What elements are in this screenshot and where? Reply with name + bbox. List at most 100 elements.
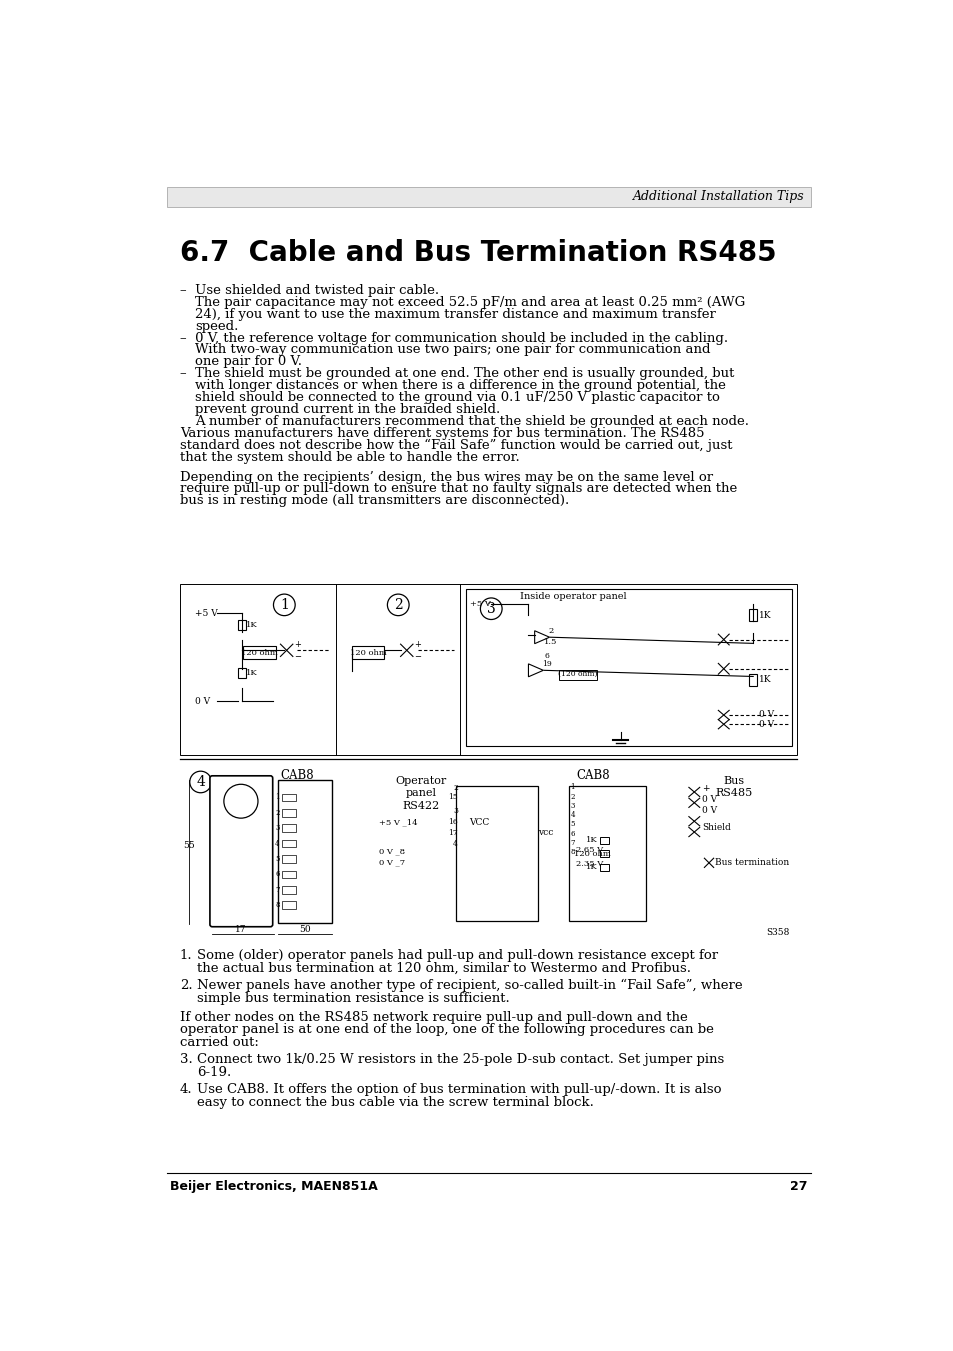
Text: 3: 3	[275, 824, 279, 832]
Text: 1K: 1K	[585, 863, 598, 871]
Text: 19: 19	[541, 661, 552, 669]
Text: that the system should be able to handle the error.: that the system should be able to handle…	[179, 451, 518, 463]
Text: 2.65 V: 2.65 V	[576, 846, 603, 854]
Text: 17: 17	[448, 828, 457, 836]
Text: 2: 2	[274, 809, 279, 817]
Text: 1.: 1.	[179, 948, 193, 962]
Text: Some (older) operator panels had pull-up and pull-down resistance except for: Some (older) operator panels had pull-up…	[196, 948, 717, 962]
Text: +5 V: +5 V	[195, 609, 217, 617]
Bar	[243, 646, 275, 659]
Text: the actual bus termination at 120 ohm, similar to Westermo and Profibus.: the actual bus termination at 120 ohm, s…	[196, 962, 690, 975]
Bar	[237, 620, 245, 631]
Text: prevent ground current in the braided shield.: prevent ground current in the braided sh…	[195, 403, 500, 416]
Text: (120 ohm): (120 ohm)	[558, 670, 598, 678]
Text: Depending on the recipients’ design, the bus wires may be on the same level or: Depending on the recipients’ design, the…	[179, 470, 712, 484]
Bar	[167, 186, 810, 207]
Text: +: +	[701, 785, 709, 793]
Text: −: −	[415, 653, 421, 661]
Text: 3.: 3.	[179, 1054, 193, 1066]
Bar	[352, 646, 384, 659]
Text: VCC: VCC	[469, 819, 489, 827]
Bar	[599, 863, 608, 871]
Text: 8: 8	[274, 901, 279, 909]
Text: 3: 3	[570, 802, 574, 809]
Text: S358: S358	[765, 928, 789, 938]
Text: 5: 5	[570, 820, 575, 828]
Text: 3: 3	[486, 601, 496, 616]
Bar	[748, 609, 757, 621]
Bar	[237, 667, 245, 678]
Bar	[179, 584, 797, 755]
Text: require pull-up or pull-down to ensure that no faulty signals are detected when : require pull-up or pull-down to ensure t…	[179, 482, 736, 496]
Text: 120 ohm: 120 ohm	[573, 850, 610, 858]
Text: 16: 16	[448, 817, 457, 825]
Text: 7: 7	[274, 886, 279, 894]
Text: 120 ohm: 120 ohm	[350, 648, 386, 657]
Text: 120 ohm: 120 ohm	[241, 648, 277, 657]
Bar	[599, 836, 608, 844]
Text: 1K: 1K	[585, 836, 598, 844]
Text: easy to connect the bus cable via the screw terminal block.: easy to connect the bus cable via the sc…	[196, 1096, 593, 1109]
Text: one pair for 0 V.: one pair for 0 V.	[195, 355, 302, 369]
Text: 5: 5	[274, 855, 279, 863]
Text: 1K: 1K	[758, 611, 770, 620]
Text: 4: 4	[196, 775, 205, 789]
Text: −: −	[294, 653, 301, 661]
Text: operator panel is at one end of the loop, one of the following procedures can be: operator panel is at one end of the loop…	[179, 1023, 713, 1036]
Bar	[282, 855, 295, 863]
Text: 6: 6	[570, 830, 575, 838]
Text: Additional Installation Tips: Additional Installation Tips	[632, 190, 803, 203]
Text: 24), if you want to use the maximum transfer distance and maximum transfer: 24), if you want to use the maximum tran…	[195, 308, 716, 320]
Bar	[282, 870, 295, 878]
Text: +: +	[415, 639, 421, 648]
Bar	[282, 793, 295, 801]
Text: 17: 17	[235, 924, 247, 934]
Text: bus is in resting mode (all transmitters are disconnected).: bus is in resting mode (all transmitters…	[179, 494, 568, 508]
Text: carried out:: carried out:	[179, 1036, 258, 1050]
Text: +5 V: +5 V	[469, 600, 490, 608]
Text: 4: 4	[274, 839, 279, 847]
Text: With two-way communication use two pairs; one pair for communication and: With two-way communication use two pairs…	[195, 343, 710, 357]
Text: 2.: 2.	[179, 979, 193, 992]
Text: 27: 27	[789, 1179, 806, 1193]
Text: 0 V: 0 V	[701, 796, 717, 804]
Text: If other nodes on the RS485 network require pull-up and pull-down and the: If other nodes on the RS485 network requ…	[179, 1011, 687, 1024]
Bar	[456, 786, 537, 920]
Text: 55: 55	[183, 840, 194, 850]
Text: 6.7  Cable and Bus Termination RS485: 6.7 Cable and Bus Termination RS485	[179, 239, 776, 267]
Text: 6: 6	[274, 870, 279, 878]
Text: Shield: Shield	[701, 823, 730, 832]
Text: –  0 V, the reference voltage for communication should be included in the cablin: – 0 V, the reference voltage for communi…	[179, 331, 727, 345]
Text: 2: 2	[394, 598, 402, 612]
Text: 0 V _8: 0 V _8	[378, 847, 405, 855]
Text: 1: 1	[279, 598, 289, 612]
Text: CAB8: CAB8	[577, 769, 610, 782]
Bar	[278, 781, 332, 923]
Text: 1K: 1K	[246, 621, 258, 628]
Text: 2: 2	[570, 793, 575, 801]
Text: Connect two 1k/0.25 W resistors in the 25-pole D-sub contact. Set jumper pins: Connect two 1k/0.25 W resistors in the 2…	[196, 1054, 723, 1066]
Text: 2: 2	[548, 627, 553, 635]
Text: 1K: 1K	[246, 669, 258, 677]
Bar	[282, 824, 295, 832]
Text: 3: 3	[453, 808, 457, 815]
FancyBboxPatch shape	[210, 775, 273, 927]
Text: 1: 1	[274, 793, 279, 801]
Text: –  The shield must be grounded at one end. The other end is usually grounded, bu: – The shield must be grounded at one end…	[179, 367, 733, 381]
Text: –  Use shielded and twisted pair cable.: – Use shielded and twisted pair cable.	[179, 284, 438, 297]
Text: 4: 4	[453, 839, 457, 847]
Text: vcc: vcc	[537, 828, 553, 836]
Text: 50: 50	[299, 924, 311, 934]
Text: 1: 1	[570, 784, 575, 792]
Bar	[282, 901, 295, 909]
Text: +: +	[294, 639, 301, 648]
Text: 8: 8	[570, 848, 575, 857]
Text: speed.: speed.	[195, 320, 238, 332]
Text: standard does not describe how the “Fail Safe” function would be carried out, ju: standard does not describe how the “Fail…	[179, 439, 732, 453]
Text: Newer panels have another type of recipient, so-called built-in “Fail Safe”, whe: Newer panels have another type of recipi…	[196, 979, 741, 993]
Text: Inside operator panel: Inside operator panel	[519, 592, 626, 601]
Text: Bus termination: Bus termination	[715, 858, 789, 867]
Text: 0 V: 0 V	[758, 720, 773, 728]
Text: A number of manufacturers recommend that the shield be grounded at each node.: A number of manufacturers recommend that…	[195, 415, 748, 428]
Text: 0 V: 0 V	[701, 807, 717, 815]
